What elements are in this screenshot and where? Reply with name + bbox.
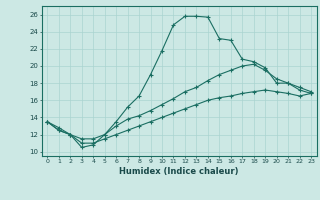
X-axis label: Humidex (Indice chaleur): Humidex (Indice chaleur) bbox=[119, 167, 239, 176]
